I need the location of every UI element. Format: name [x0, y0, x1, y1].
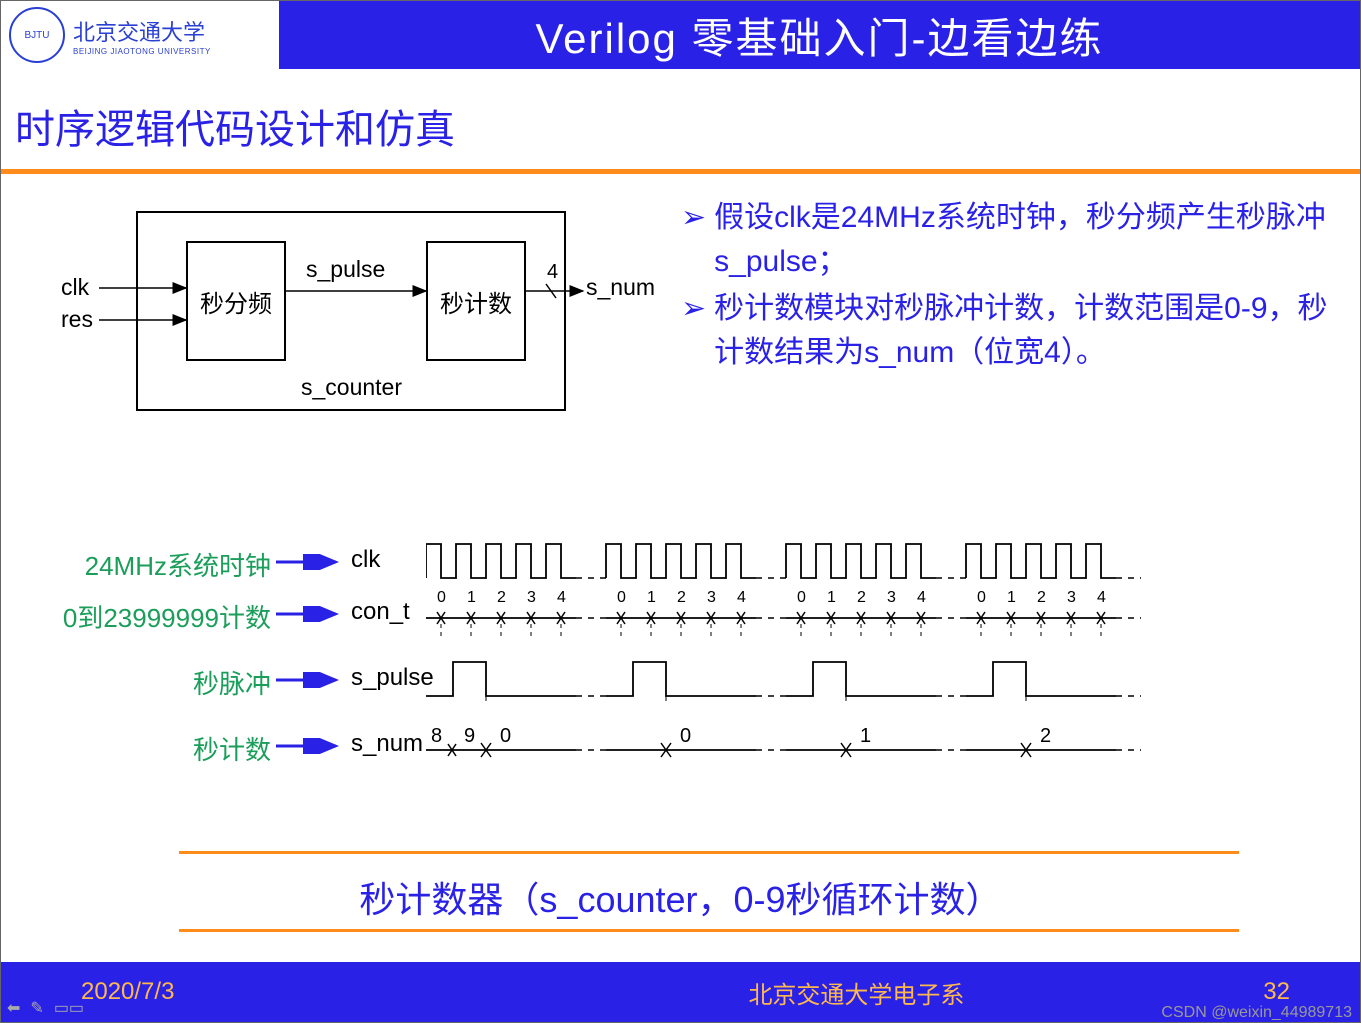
timing-row-spulse: 秒脉冲 s_pulse	[11, 654, 1141, 706]
timing-row-cont: 0到23999999计数 con_t 0 1 2 3 4 0 1 2 3 4 0 1 2 3 4 0 1 2 3 4	[11, 588, 1141, 640]
university-name-cn: 北京交通大学	[73, 15, 211, 47]
header: BJTU 北京交通大学 BEIJING JIAOTONG UNIVERSITY …	[1, 1, 1360, 69]
svg-text:3: 3	[1067, 589, 1076, 606]
row-label-cn: 24MHz系统时钟	[11, 546, 271, 583]
slide: BJTU 北京交通大学 BEIJING JIAOTONG UNIVERSITY …	[0, 0, 1361, 1023]
row-signal-name: clk	[351, 546, 380, 574]
bullet-item: ➢ 秒计数模块对秒脉冲计数，计数范围是0-9，秒计数结果为s_num（位宽4）。	[681, 287, 1351, 374]
caption-rule-top	[179, 851, 1239, 854]
svg-text:0: 0	[500, 725, 511, 747]
row-signal-name: s_pulse	[351, 664, 434, 692]
slide-title: Verilog 零基础入门-边看边练	[279, 1, 1360, 69]
block-diagram-wires	[31, 196, 671, 436]
row-signal-name: con_t	[351, 598, 410, 626]
svg-text:0: 0	[680, 725, 691, 747]
svg-text:3: 3	[527, 589, 536, 606]
wave-spulse	[426, 654, 1141, 706]
wave-clk	[426, 536, 1141, 588]
bullet-marker-icon: ➢	[681, 196, 706, 283]
svg-text:4: 4	[917, 589, 926, 606]
svg-text:2: 2	[1037, 589, 1046, 606]
watermark: CSDN @weixin_44989713	[1161, 1004, 1352, 1022]
svg-text:4: 4	[737, 589, 746, 606]
arrow-icon	[276, 554, 346, 570]
svg-text:1: 1	[827, 589, 836, 606]
progress-icon[interactable]: ▭▭	[54, 998, 84, 1018]
prev-icon[interactable]: ⬅	[7, 998, 20, 1018]
svg-text:0: 0	[437, 589, 446, 606]
bullet-list: ➢ 假设clk是24MHz系统时钟，秒分频产生秒脉冲s_pulse； ➢ 秒计数…	[681, 196, 1351, 378]
footer-page: 32	[1263, 978, 1290, 1006]
block-diagram: 秒分频 秒计数 clk res s_pulse s_num 4 s_counte…	[31, 196, 671, 436]
timing-diagram: 24MHz系统时钟 clk 0到23999999计数 con_t 0 1 2 3 4 0 1…	[11, 536, 1141, 796]
player-controls: ⬅ ✎ ▭▭	[7, 998, 84, 1018]
pen-icon[interactable]: ✎	[30, 998, 43, 1018]
timing-row-snum: 秒计数 s_num 89 0 0 1 2	[11, 720, 1141, 772]
bullet-marker-icon: ➢	[681, 287, 706, 374]
svg-text:0: 0	[977, 589, 986, 606]
arrow-icon	[276, 738, 346, 754]
svg-text:8: 8	[431, 725, 442, 747]
arrow-icon	[276, 672, 346, 688]
svg-text:4: 4	[1097, 589, 1106, 606]
svg-text:1: 1	[1007, 589, 1016, 606]
footer: 2020/7/3 北京交通大学电子系 32	[1, 962, 1360, 1022]
arrow-icon	[276, 606, 346, 622]
divider-orange	[1, 169, 1360, 174]
row-label-cn: 秒脉冲	[11, 664, 271, 701]
bullet-text: 假设clk是24MHz系统时钟，秒分频产生秒脉冲s_pulse；	[714, 196, 1351, 283]
svg-text:2: 2	[857, 589, 866, 606]
timing-row-clk: 24MHz系统时钟 clk	[11, 536, 1141, 588]
svg-text:4: 4	[557, 589, 566, 606]
section-title: 时序逻辑代码设计和仿真	[15, 97, 455, 155]
svg-text:2: 2	[497, 589, 506, 606]
row-label-cn: 秒计数	[11, 730, 271, 767]
svg-text:3: 3	[707, 589, 716, 606]
caption: 秒计数器（s_counter，0-9秒循环计数）	[1, 871, 1360, 923]
svg-text:0: 0	[617, 589, 626, 606]
caption-rule-bottom	[179, 929, 1239, 932]
footer-org: 北京交通大学电子系	[748, 975, 964, 1010]
wave-cont: 0 1 2 3 4 0 1 2 3 4 0 1 2 3 4 0 1 2 3 4	[426, 588, 1141, 640]
bullet-item: ➢ 假设clk是24MHz系统时钟，秒分频产生秒脉冲s_pulse；	[681, 196, 1351, 283]
svg-text:1: 1	[467, 589, 476, 606]
svg-text:2: 2	[677, 589, 686, 606]
row-label-cn: 0到23999999计数	[11, 598, 271, 635]
svg-text:1: 1	[860, 725, 871, 747]
footer-date: 2020/7/3	[81, 978, 174, 1006]
university-seal-icon: BJTU	[9, 7, 65, 63]
logo-area: BJTU 北京交通大学 BEIJING JIAOTONG UNIVERSITY	[1, 1, 279, 69]
row-signal-name: s_num	[351, 730, 423, 758]
svg-text:2: 2	[1040, 725, 1051, 747]
svg-text:9: 9	[464, 725, 475, 747]
bullet-text: 秒计数模块对秒脉冲计数，计数范围是0-9，秒计数结果为s_num（位宽4）。	[714, 287, 1351, 374]
wave-snum: 89 0 0 1 2	[426, 720, 1141, 772]
svg-text:0: 0	[797, 589, 806, 606]
logo-text-block: 北京交通大学 BEIJING JIAOTONG UNIVERSITY	[73, 15, 211, 56]
university-name-en: BEIJING JIAOTONG UNIVERSITY	[73, 47, 211, 56]
svg-text:1: 1	[647, 589, 656, 606]
svg-text:3: 3	[887, 589, 896, 606]
